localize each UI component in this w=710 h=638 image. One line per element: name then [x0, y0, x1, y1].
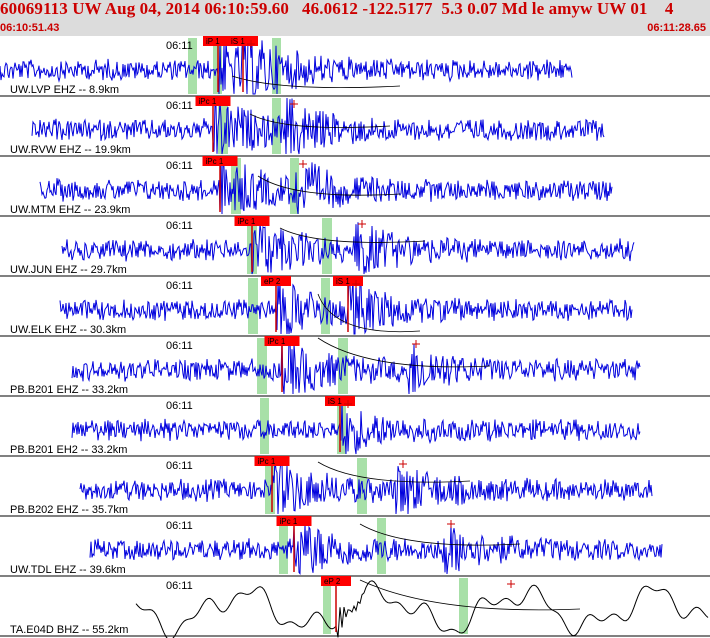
- pick-label: iPc 1: [238, 217, 256, 226]
- time-window: [260, 398, 269, 454]
- pick-marker[interactable]: [254, 456, 290, 466]
- travel-time-curve: [359, 523, 521, 546]
- pick-label: eP 2: [264, 277, 281, 286]
- seismic-trace: [89, 524, 663, 575]
- time-window: [290, 158, 299, 214]
- station-label: UW.TDL EHZ -- 39.6km: [10, 564, 126, 576]
- trace-time-label: 06:11: [166, 100, 193, 112]
- station-label: PB.B201 EHZ -- 33.2km: [10, 384, 128, 396]
- pick-marker[interactable]: [321, 576, 351, 586]
- pick-marker[interactable]: [333, 276, 363, 286]
- travel-time-curve: [359, 579, 581, 611]
- station-label: UW.RVW EHZ -- 19.9km: [10, 144, 131, 156]
- pick-label: iPc 1: [206, 157, 224, 166]
- seismic-trace: [71, 400, 641, 455]
- pick-label: iPc 1: [258, 457, 276, 466]
- station-label: UW.MTM EHZ -- 23.9km: [10, 204, 130, 216]
- event-title: 60069113 UW Aug 04, 2014 06:10:59.60 46.…: [0, 0, 674, 18]
- travel-time-curve: [317, 461, 471, 483]
- time-window: [257, 338, 267, 394]
- trace-time-label: 06:11: [166, 400, 193, 412]
- seismic-trace: [79, 459, 653, 515]
- travel-time-curve: [317, 293, 421, 333]
- trace-time-label: 06:11: [166, 460, 193, 472]
- pick-label: iPc 1: [268, 337, 286, 346]
- trace-time-label: 06:11: [166, 520, 193, 532]
- trace-time-label: 06:11: [166, 40, 193, 52]
- time-window: [188, 38, 197, 94]
- pick-label: iP 1: [206, 37, 220, 46]
- travel-time-curve: [249, 113, 391, 128]
- pick-marker[interactable]: [203, 36, 233, 46]
- travel-time-curve: [279, 227, 426, 243]
- trace-time-label: 06:11: [166, 280, 193, 292]
- station-label: UW.JUN EHZ -- 29.7km: [10, 264, 127, 276]
- seismic-trace: [135, 580, 709, 638]
- pick-label: iPc 1: [280, 517, 298, 526]
- station-label: UW.ELK EHZ -- 30.3km: [10, 324, 126, 336]
- pick-marker[interactable]: [276, 516, 312, 526]
- pick-marker[interactable]: [195, 96, 231, 106]
- pick-marker[interactable]: [264, 336, 300, 346]
- station-label: UW.LVP EHZ -- 8.9km: [10, 84, 119, 96]
- pick-label: iPc 1: [199, 97, 217, 106]
- event-header: 60069113 UW Aug 04, 2014 06:10:59.60 46.…: [0, 0, 710, 36]
- time-window: [218, 98, 228, 154]
- station-label: PB.B202 EHZ -- 35.7km: [10, 504, 128, 516]
- station-label: TA.E04D BHZ -- 55.2km: [10, 624, 128, 636]
- seismic-trace: [39, 157, 613, 215]
- pick-label: eP 2: [324, 577, 341, 586]
- seismic-trace: [61, 222, 635, 275]
- trace-time-label: 06:11: [166, 580, 193, 592]
- seismic-trace: [0, 37, 573, 95]
- pick-label: iS 1: [336, 277, 350, 286]
- station-label: PB.B201 EH2 -- 33.2km: [10, 444, 127, 456]
- window-end-time: 06:11:28.65: [647, 22, 706, 34]
- pick-label: iS 1: [231, 37, 245, 46]
- seismic-trace: [71, 338, 641, 395]
- travel-time-curve: [257, 175, 401, 196]
- pick-marker[interactable]: [228, 36, 258, 46]
- pick-marker[interactable]: [325, 396, 355, 406]
- seismic-trace: [59, 277, 633, 335]
- trace-time-label: 06:11: [166, 340, 193, 352]
- seismic-trace: [31, 97, 605, 155]
- trace-time-label: 06:11: [166, 160, 193, 172]
- travel-time-curve: [317, 337, 491, 368]
- pick-marker[interactable]: [261, 276, 291, 286]
- time-window: [323, 578, 331, 634]
- trace-time-label: 06:11: [166, 220, 193, 232]
- time-window: [265, 458, 275, 514]
- pick-marker[interactable]: [234, 216, 270, 226]
- time-window: [322, 218, 332, 274]
- pick-label: iS 1: [328, 397, 342, 406]
- seismogram-panel[interactable]: iP 1 iS 1 06:11 UW.LVP EHZ -- 8.9km iPc 1 06:…: [0, 36, 710, 638]
- pick-marker[interactable]: [202, 156, 238, 166]
- time-window: [338, 338, 348, 394]
- window-start-time: 06:10:51.43: [0, 22, 60, 34]
- travel-time-curve: [231, 75, 401, 89]
